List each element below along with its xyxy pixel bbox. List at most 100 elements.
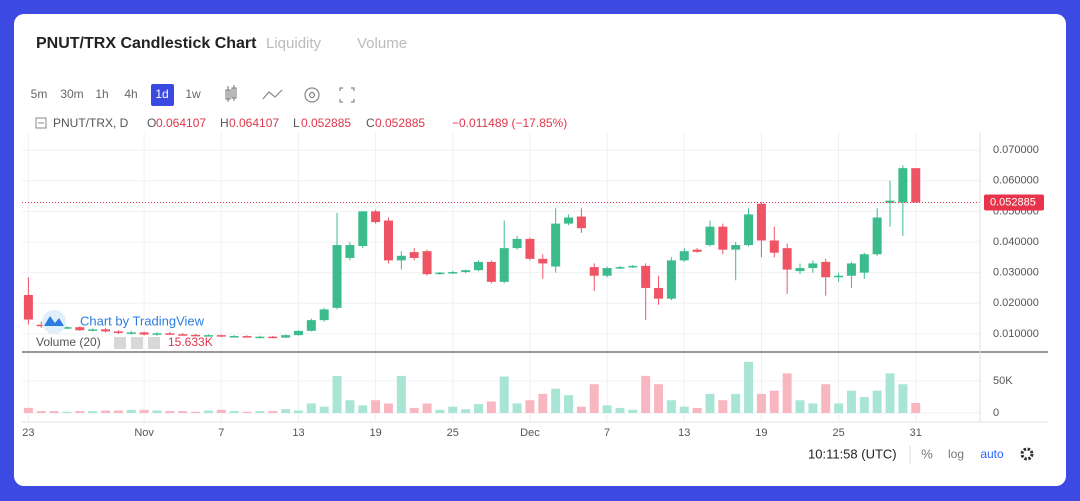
candle-body bbox=[525, 238, 535, 259]
candle-body bbox=[396, 255, 406, 261]
y-tick-label: 0.010000 bbox=[993, 328, 1039, 340]
title: PNUT/TRX Candlestick Chart bbox=[36, 35, 257, 52]
interval[interactable]: 30m bbox=[60, 87, 83, 101]
interval[interactable]: 4h bbox=[124, 87, 137, 101]
volume-bar bbox=[383, 403, 393, 414]
volume-bar bbox=[178, 411, 188, 414]
volume-bar bbox=[139, 409, 149, 414]
volume-bar bbox=[589, 384, 599, 414]
tab[interactable]: Volume bbox=[357, 35, 407, 52]
interval-selected bbox=[151, 84, 174, 106]
candle-body bbox=[692, 249, 702, 252]
candle-body bbox=[36, 324, 46, 327]
clock: 10:11:58 (UTC) bbox=[808, 446, 897, 461]
candle-body bbox=[88, 329, 98, 331]
candle-body bbox=[62, 327, 72, 329]
candle-body bbox=[846, 263, 856, 276]
candle-body bbox=[859, 254, 869, 273]
volume-value: 15.633K bbox=[168, 335, 213, 349]
candle-body bbox=[641, 265, 651, 288]
legend-icon[interactable] bbox=[131, 337, 143, 349]
candle-body bbox=[615, 267, 625, 269]
candle-body bbox=[126, 332, 136, 334]
candle-body bbox=[229, 336, 239, 338]
volume-bar bbox=[551, 388, 561, 414]
symbol: PNUT/TRX, D bbox=[53, 116, 129, 130]
volume-bar bbox=[885, 373, 895, 414]
candle-body bbox=[872, 217, 882, 255]
volume-bar bbox=[332, 375, 342, 414]
candle-body bbox=[165, 333, 175, 335]
x-tick-label: 31 bbox=[910, 427, 922, 439]
interval[interactable]: 1w bbox=[185, 87, 201, 101]
y-tick-label: 0.070000 bbox=[993, 144, 1039, 156]
volume-bar bbox=[306, 403, 316, 414]
toolbar-icons[interactable] bbox=[225, 85, 355, 103]
volume-bar bbox=[576, 406, 586, 414]
volume-bar bbox=[474, 404, 483, 414]
volume-bar bbox=[615, 407, 625, 414]
candle-body bbox=[203, 335, 213, 337]
candle-body bbox=[268, 336, 278, 339]
volume-bar bbox=[435, 409, 445, 414]
volume-bar bbox=[911, 403, 921, 414]
candle-body bbox=[448, 272, 458, 274]
x-tick-label: 25 bbox=[832, 427, 844, 439]
volume-bar bbox=[36, 411, 46, 414]
watermark-logo bbox=[44, 316, 64, 326]
interval[interactable]: 1d bbox=[155, 87, 168, 101]
candle-body bbox=[113, 331, 123, 334]
volume-bar bbox=[718, 400, 728, 414]
y-tick-label: 0.060000 bbox=[993, 175, 1039, 187]
volume-bar bbox=[358, 405, 368, 414]
candle-body bbox=[319, 309, 329, 321]
candle-body bbox=[654, 287, 664, 299]
candle-body bbox=[216, 335, 226, 337]
candle-body bbox=[589, 267, 599, 276]
y-tick-label: 0 bbox=[993, 407, 999, 419]
volume-bar bbox=[821, 384, 831, 414]
candle-body bbox=[152, 333, 162, 335]
volume-bar bbox=[859, 397, 869, 414]
candle-body bbox=[551, 223, 561, 267]
volume-bar bbox=[538, 393, 548, 414]
candle-body bbox=[821, 261, 831, 278]
volume-bar bbox=[756, 393, 766, 414]
volume-bar bbox=[49, 411, 59, 414]
x-tick-label: 19 bbox=[755, 427, 767, 439]
candle-body bbox=[383, 220, 393, 261]
volume-bar bbox=[679, 406, 689, 414]
settings-icon[interactable] bbox=[1020, 447, 1034, 461]
volume-bar bbox=[448, 406, 458, 414]
volume-bar bbox=[62, 411, 72, 414]
x-tick-label: 7 bbox=[604, 427, 610, 439]
interval[interactable]: 1h bbox=[95, 87, 108, 101]
y-tick-label: 0.040000 bbox=[993, 236, 1039, 248]
auto-toggle[interactable]: auto bbox=[980, 447, 1004, 461]
candle-body bbox=[371, 211, 381, 223]
legend-icon[interactable] bbox=[114, 337, 126, 349]
candle-body bbox=[139, 332, 149, 335]
x-tick-label: 13 bbox=[678, 427, 690, 439]
candle-body bbox=[834, 275, 844, 278]
collapse-icon[interactable] bbox=[35, 117, 47, 129]
x-tick-label: 25 bbox=[447, 427, 459, 439]
candle-body bbox=[486, 261, 496, 282]
log-toggle[interactable]: log bbox=[948, 447, 964, 461]
candle-body bbox=[731, 245, 741, 250]
interval[interactable]: 5m bbox=[31, 87, 48, 101]
candle-body bbox=[101, 329, 111, 332]
candle-body bbox=[332, 245, 342, 308]
volume-bar bbox=[654, 384, 664, 414]
candle-body bbox=[628, 265, 638, 268]
volume-bar bbox=[499, 376, 509, 414]
candle-body bbox=[474, 261, 483, 271]
candle-body bbox=[885, 200, 895, 203]
tab[interactable]: Liquidity bbox=[266, 35, 322, 52]
volume-bar bbox=[293, 410, 303, 414]
candle-body bbox=[705, 226, 715, 246]
volume-bar bbox=[126, 409, 136, 414]
legend-icon[interactable] bbox=[148, 337, 160, 349]
percent-toggle[interactable]: % bbox=[921, 446, 933, 461]
candle-body bbox=[512, 238, 522, 249]
